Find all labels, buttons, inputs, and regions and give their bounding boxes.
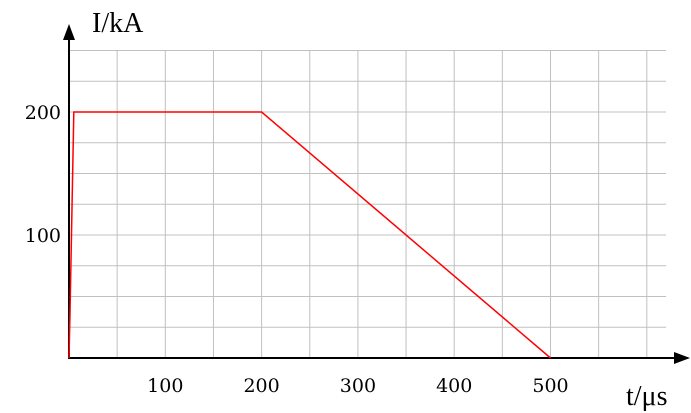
axes (63, 24, 690, 364)
x-tick-label: 500 (532, 375, 568, 397)
x-tick-label: 200 (243, 375, 279, 397)
y-axis-label: I/kA (92, 8, 144, 39)
x-axis-arrow (674, 352, 690, 364)
x-tick-label: 400 (436, 375, 472, 397)
series-line (68, 111, 551, 359)
grid (69, 50, 667, 358)
tick-labels: 100 200 300 400 500 100 200 (25, 102, 569, 397)
y-tick-label: 100 (25, 225, 61, 247)
y-tick-label: 200 (25, 102, 61, 124)
x-axis-label: t/μs (626, 381, 667, 412)
y-axis-arrow (63, 24, 75, 40)
x-tick-label: 300 (340, 375, 376, 397)
x-tick-label: 100 (147, 375, 183, 397)
